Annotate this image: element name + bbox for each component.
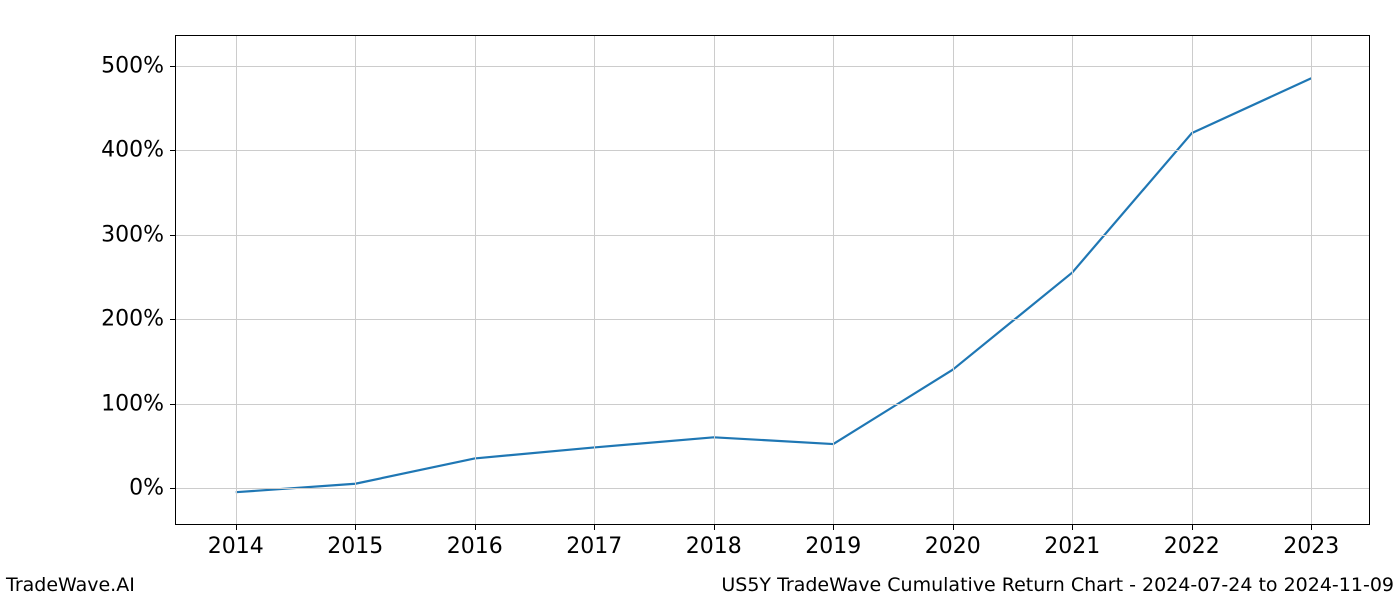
x-tick xyxy=(475,524,476,530)
y-tick-label: 0% xyxy=(129,475,164,500)
x-tick xyxy=(833,524,834,530)
x-tick xyxy=(355,524,356,530)
y-tick xyxy=(170,66,176,67)
gridline-vertical xyxy=(1072,36,1073,524)
gridline-vertical xyxy=(594,36,595,524)
x-tick-label: 2022 xyxy=(1164,534,1220,559)
x-tick-label: 2019 xyxy=(805,534,861,559)
x-tick-label: 2020 xyxy=(925,534,981,559)
return-line xyxy=(236,78,1312,492)
chart-container: 0% 100% 200% 300% 400% 500% 2014 2015 2016 2017 20… xyxy=(0,0,1400,600)
y-tick-label: 100% xyxy=(101,391,164,416)
x-tick-label: 2021 xyxy=(1044,534,1100,559)
gridline-vertical xyxy=(953,36,954,524)
x-tick-label: 2017 xyxy=(566,534,622,559)
y-tick-label: 400% xyxy=(101,138,164,163)
gridline-vertical xyxy=(355,36,356,524)
x-tick xyxy=(236,524,237,530)
gridline-vertical xyxy=(1311,36,1312,524)
gridline-vertical xyxy=(1192,36,1193,524)
y-tick xyxy=(170,319,176,320)
y-tick-label: 500% xyxy=(101,53,164,78)
gridline-vertical xyxy=(475,36,476,524)
footer-left-text: TradeWave.AI xyxy=(6,574,135,596)
x-tick xyxy=(594,524,595,530)
y-tick xyxy=(170,488,176,489)
gridline-vertical xyxy=(833,36,834,524)
x-tick xyxy=(714,524,715,530)
x-tick xyxy=(1311,524,1312,530)
y-tick xyxy=(170,404,176,405)
x-tick xyxy=(953,524,954,530)
y-tick-label: 300% xyxy=(101,222,164,247)
x-tick-label: 2023 xyxy=(1283,534,1339,559)
y-tick xyxy=(170,150,176,151)
y-tick-label: 200% xyxy=(101,307,164,332)
x-tick-label: 2016 xyxy=(447,534,503,559)
y-tick xyxy=(170,235,176,236)
x-tick xyxy=(1072,524,1073,530)
x-tick xyxy=(1192,524,1193,530)
x-tick-label: 2014 xyxy=(208,534,264,559)
footer-right-text: US5Y TradeWave Cumulative Return Chart -… xyxy=(721,574,1394,596)
plot-area: 0%100%200%300%400%500%201420152016201720… xyxy=(175,35,1370,525)
gridline-vertical xyxy=(236,36,237,524)
gridline-vertical xyxy=(714,36,715,524)
x-tick-label: 2018 xyxy=(686,534,742,559)
x-tick-label: 2015 xyxy=(327,534,383,559)
